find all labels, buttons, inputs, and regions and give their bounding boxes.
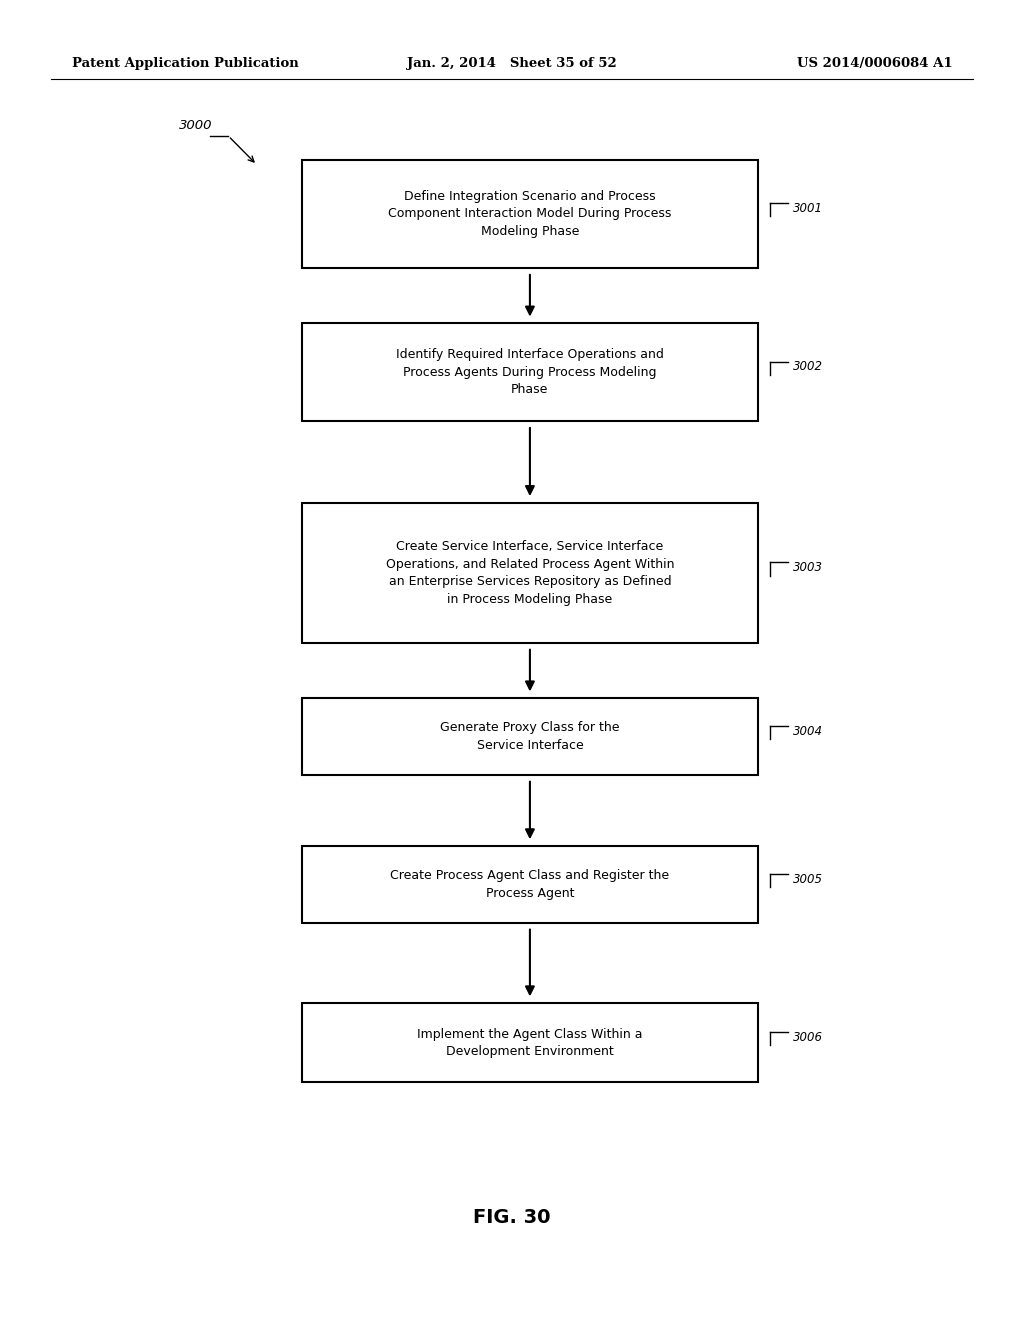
Text: FIG. 30: FIG. 30 [473,1208,551,1226]
Bar [302,698,758,775]
Bar [302,323,758,421]
Bar [302,1003,758,1082]
Text: Define Integration Scenario and Process
Component Interaction Model During Proce: Define Integration Scenario and Process … [388,190,672,238]
Text: Create Service Interface, Service Interface
Operations, and Related Process Agen: Create Service Interface, Service Interf… [386,540,674,606]
Text: Create Process Agent Class and Register the
Process Agent: Create Process Agent Class and Register … [390,869,670,900]
Text: 3003: 3003 [793,561,822,574]
Text: 3000: 3000 [179,119,213,132]
Text: 3002: 3002 [793,360,822,374]
Text: Identify Required Interface Operations and
Process Agents During Process Modelin: Identify Required Interface Operations a… [396,348,664,396]
Bar [302,160,758,268]
Text: 3005: 3005 [793,873,822,886]
Text: Generate Proxy Class for the
Service Interface: Generate Proxy Class for the Service Int… [440,721,620,752]
Text: 3001: 3001 [793,202,822,215]
Bar [302,503,758,643]
Text: Implement the Agent Class Within a
Development Environment: Implement the Agent Class Within a Devel… [417,1027,643,1059]
Text: 3004: 3004 [793,725,822,738]
Text: US 2014/0006084 A1: US 2014/0006084 A1 [797,57,952,70]
Text: 3006: 3006 [793,1031,822,1044]
Text: Jan. 2, 2014   Sheet 35 of 52: Jan. 2, 2014 Sheet 35 of 52 [408,57,616,70]
Bar [302,846,758,923]
Text: Patent Application Publication: Patent Application Publication [72,57,298,70]
